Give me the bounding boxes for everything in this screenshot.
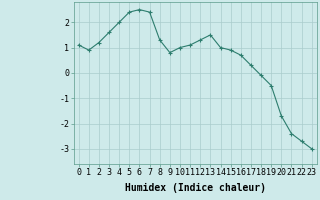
- X-axis label: Humidex (Indice chaleur): Humidex (Indice chaleur): [125, 183, 266, 193]
